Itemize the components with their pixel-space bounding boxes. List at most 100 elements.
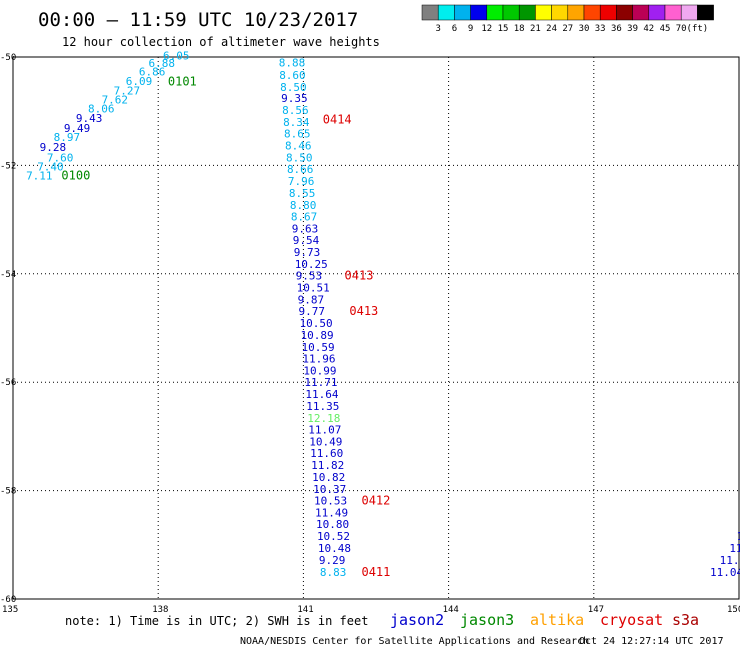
wave-height-point: 10.52	[317, 530, 350, 543]
wave-height-point: 10.89	[300, 329, 333, 342]
color-scale-label: 24	[546, 24, 557, 34]
wave-height-point: 8.60	[279, 69, 306, 82]
color-swatch	[664, 4, 682, 21]
color-scale-label: 18	[514, 24, 525, 34]
color-swatch	[454, 4, 471, 21]
color-scale-label: 33	[595, 24, 606, 34]
color-swatch	[502, 4, 520, 21]
satellite-legend-item: jason2	[390, 611, 444, 629]
wave-height-point: 11.07	[308, 423, 341, 436]
wave-height-point: 10.48	[318, 542, 351, 555]
y-tick-label: -52	[0, 161, 16, 171]
wave-height-point: 8.88	[279, 56, 306, 69]
chart-title: 00:00 – 11:59 UTC 10/23/2017	[38, 9, 358, 31]
wave-height-point: 7.11	[26, 170, 53, 183]
wave-height-point: 11.64	[305, 388, 338, 401]
wave-height-values: 7.117.407.609.288.979.499.438.067.627.27…	[26, 49, 740, 579]
color-scale-label: 36	[611, 24, 622, 34]
y-tick-label: -56	[0, 378, 16, 388]
color-scale-label: 9	[468, 24, 473, 34]
wave-height-point: 10.80	[316, 518, 349, 531]
wave-height-point: 7.62	[102, 93, 128, 106]
wave-height-point: 9.54	[293, 234, 320, 247]
wave-height-point: 10.49	[309, 435, 342, 448]
wave-height-point: 11.71	[304, 376, 337, 389]
orbit-time-label: 0413	[345, 268, 374, 282]
color-scale-label: 21	[530, 24, 541, 34]
wave-height-point: 9.29	[319, 554, 346, 567]
wave-height-point: 11.04	[710, 566, 740, 579]
footer-note: note: 1) Time is in UTC; 2) SWH is in fe…	[65, 614, 368, 628]
satellite-legend-item: s3a	[672, 611, 699, 629]
wave-height-point: 7.96	[288, 175, 315, 188]
wave-height-point: 11.35	[306, 400, 339, 413]
color-swatch	[632, 4, 650, 21]
y-tick-label: -58	[0, 487, 16, 497]
x-tick-label: 138	[152, 605, 168, 615]
wave-height-point: 9.53	[296, 269, 323, 282]
color-scale-label: 30	[579, 24, 590, 34]
wave-height-point: 9.77	[299, 305, 326, 318]
wave-height-point: 8.97	[54, 131, 81, 144]
plot-frame	[12, 56, 740, 600]
wave-height-point: 8.56	[282, 104, 309, 117]
y-tick-label: -50	[0, 53, 16, 63]
wave-height-point: 7.27	[114, 85, 141, 98]
color-swatch	[535, 4, 552, 21]
wave-height-point: 9.49	[64, 122, 91, 135]
color-scale-label: 3	[435, 24, 440, 34]
color-swatch	[599, 4, 617, 21]
wave-height-point: 8.66	[287, 163, 314, 176]
wave-height-point: 11.60	[310, 447, 343, 460]
footer-timestamp: Oct 24 12:27:14 UTC 2017	[579, 636, 724, 647]
wave-height-point: 11.82	[311, 459, 344, 472]
color-swatch	[567, 4, 585, 21]
color-swatch	[551, 4, 569, 21]
orbit-time-label: 0100	[61, 169, 90, 183]
wave-height-point: 11.96	[302, 352, 335, 365]
color-swatch	[518, 4, 536, 21]
chart-subtitle: 12 hour collection of altimeter wave hei…	[62, 35, 380, 49]
wave-height-point: 9.73	[294, 246, 321, 259]
color-scale-label: 27	[562, 24, 573, 34]
wave-height-point: 8.65	[284, 127, 311, 140]
color-swatch	[470, 4, 488, 21]
wave-height-point: 8.67	[291, 210, 318, 223]
wave-height-point: 10.25	[295, 258, 328, 271]
wave-height-point: 10.37	[313, 483, 346, 496]
wave-height-point: 9.28	[40, 141, 66, 154]
y-axis-ticks: -50 -52 -54 -56 -58 -60	[0, 53, 16, 605]
color-scale-label: 12	[481, 24, 492, 34]
color-swatch	[648, 4, 666, 21]
orbit-time-label: 0411	[361, 565, 390, 579]
color-swatch	[437, 4, 455, 21]
satellite-legend-item: jason3	[460, 611, 514, 629]
orbit-time-label: 0412	[361, 493, 390, 507]
wave-height-point: 9.43	[76, 112, 103, 125]
color-scale-label: 39	[627, 24, 638, 34]
color-swatch	[680, 4, 698, 21]
wave-height-point: 10.99	[303, 364, 336, 377]
satellite-legend-item: altika	[530, 611, 584, 629]
wave-height-point: 10.50	[300, 317, 333, 330]
color-scale-label: (ft)	[687, 24, 709, 34]
wave-height-point: 10.82	[312, 471, 345, 484]
satellite-legend: jason2 jason3 altika cryosat s3a	[390, 611, 699, 629]
wave-height-point: 8.50	[286, 151, 313, 164]
plot-grid	[13, 57, 739, 599]
wave-height-point: 6.05	[163, 49, 190, 62]
orbit-time-label: 0414	[323, 112, 352, 126]
wave-height-point: 8.46	[285, 139, 312, 152]
color-scale-label: 6	[452, 24, 457, 34]
wave-height-point: 6.09	[126, 75, 153, 88]
orbit-annotations: 0101 0100 0414 0413 0413 0412 0411	[61, 74, 390, 579]
x-tick-label: 144	[443, 605, 459, 615]
x-tick-label: 135	[2, 605, 18, 615]
color-scale-label: 42	[643, 24, 654, 34]
x-tick-label: 141	[297, 605, 313, 615]
wave-height-point: 8.50	[280, 81, 307, 94]
wave-height-point: 10.53	[314, 494, 347, 507]
wave-height-point: 8.55	[289, 187, 316, 200]
color-scale-label: 15	[498, 24, 509, 34]
